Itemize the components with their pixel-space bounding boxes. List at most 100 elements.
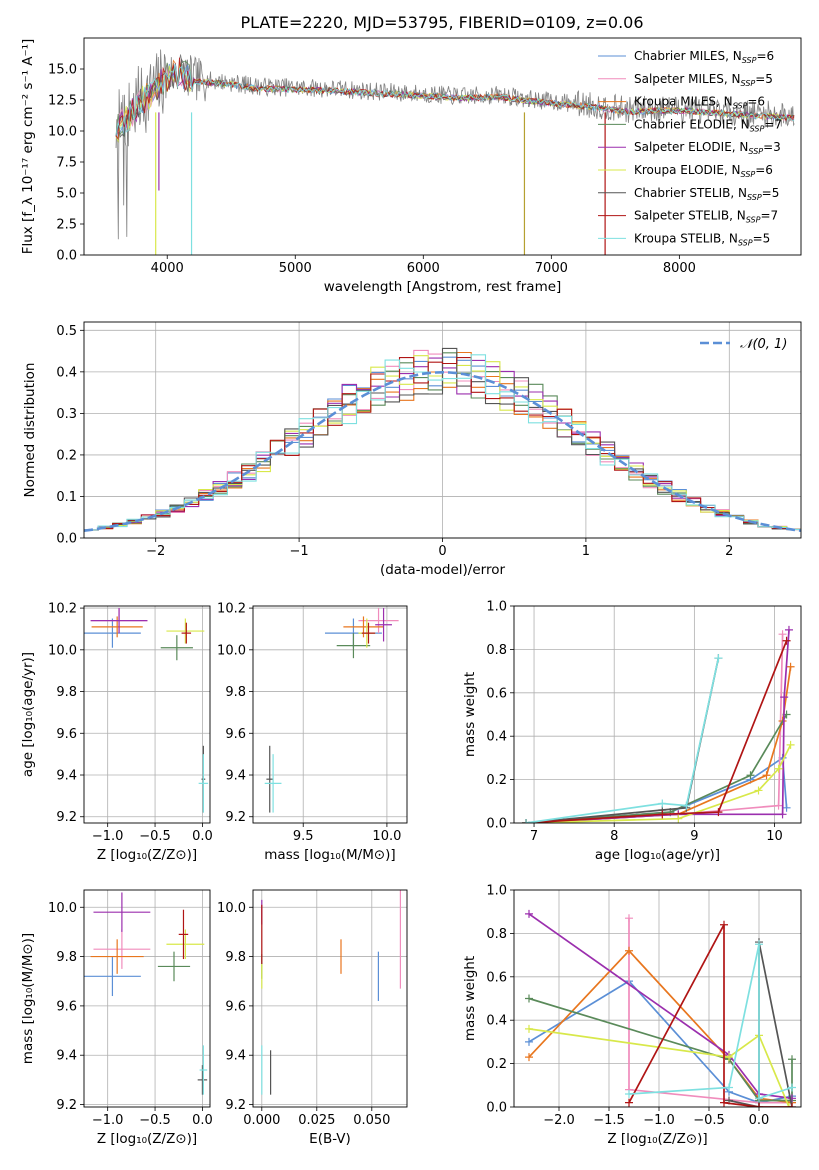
y-tick-label: 9.4 xyxy=(56,1049,77,1064)
chart-0: 4000 5000 6000 7000 8000 0.0 2.5 5.0 7.5 10.0 12.5… xyxy=(20,13,802,295)
series-marker xyxy=(788,1083,796,1092)
legend-label-sub: SSP xyxy=(746,216,761,225)
series-line-6 xyxy=(728,941,793,1107)
x-tick-label: 6000 xyxy=(407,261,440,276)
legend-label-text: Kroupa STELIB, N xyxy=(634,231,738,245)
legend: 𝒩(0, 1) xyxy=(700,337,787,352)
y-tick-label: 12.5 xyxy=(48,94,77,109)
plot-area xyxy=(522,625,795,823)
y-tick-label: 9.8 xyxy=(225,950,246,965)
axes-frame xyxy=(83,321,802,539)
series-line-2 xyxy=(525,666,792,823)
x-tick-label: 9 xyxy=(690,829,698,844)
y-tick-label: 1.0 xyxy=(486,600,507,615)
y-tick-label: 9.2 xyxy=(56,1098,77,1113)
legend: Chabrier MILES, NSSP=6 Salpeter MILES, N S… xyxy=(598,49,782,247)
x-tick-label: 10.0 xyxy=(372,829,401,844)
plot-area xyxy=(261,890,401,1095)
y-tick-label: 10.2 xyxy=(48,602,77,617)
x-tick-label: −0.5 xyxy=(139,829,171,844)
series-marker xyxy=(525,1024,533,1033)
series-line-7 xyxy=(628,924,792,1107)
x-tick-label: 8 xyxy=(610,829,618,844)
y-tick-label: 0.2 xyxy=(56,448,77,463)
y-axis-label: Flux [f_λ 10⁻¹⁷ erg cm⁻² s⁻¹ A⁻¹] xyxy=(20,39,36,255)
plot-area xyxy=(115,49,795,255)
series-marker xyxy=(755,940,763,949)
chart-7: −2.0 −1.5 −1.0 −0.5 0.0 0.0 0.2 0.4 0.6 0.8 1.0 Z [… xyxy=(462,884,802,1147)
grid xyxy=(253,606,407,823)
series-marker xyxy=(774,764,783,773)
legend-label-text: Chabrier STELIB, N xyxy=(634,186,747,200)
y-axis-label: Normed distribution xyxy=(22,363,38,498)
y-tick-label: 0.4 xyxy=(486,730,507,745)
x-tick-label: −1.0 xyxy=(92,829,124,844)
y-tick-label: 0.0 xyxy=(486,817,507,832)
y-tick-label: 10.0 xyxy=(217,901,246,916)
legend-label-text: Salpeter STELIB, N xyxy=(634,209,746,223)
series-marker xyxy=(525,1053,533,1062)
x-tick-label: −0.5 xyxy=(693,1113,725,1128)
series-marker xyxy=(755,1094,763,1103)
chart-3: 9.5 10.0 9.2 9.4 9.6 9.8 10.0 10.2 mass [log₁₀(M… xyxy=(217,602,408,863)
chart-6: 0.000 0.025 0.050 9.2 9.4 9.6 9.8 10.0 E(B-V) xyxy=(217,889,408,1147)
legend-label-text: Kroupa MILES, N xyxy=(634,95,733,109)
x-tick-label: −2.0 xyxy=(543,1113,575,1128)
chart-1: −2 −1 0 1 2 0.0 0.1 0.2 0.3 0.4 0.5 (data-model)/er… xyxy=(22,321,802,578)
y-tick-label: 7.5 xyxy=(56,156,77,171)
chart-4: 7 8 9 10 0.0 0.2 0.4 0.6 0.8 1.0 age [log₁₀(age/yr… xyxy=(462,600,802,863)
series-line-1 xyxy=(628,918,792,1104)
x-axis-label: E(B-V) xyxy=(309,1131,351,1147)
chart-title: PLATE=2220, MJD=53795, FIBERID=0109, z=0… xyxy=(240,13,643,32)
series-marker xyxy=(788,1103,796,1107)
y-tick-label: 0.4 xyxy=(56,365,77,380)
y-tick-label: 9.6 xyxy=(56,999,77,1014)
series-marker xyxy=(785,1103,793,1107)
series-marker xyxy=(788,1055,796,1064)
plot-area xyxy=(84,892,208,1095)
y-tick-label: 9.4 xyxy=(225,769,246,784)
axes-frame xyxy=(513,605,802,824)
x-tick-label: 1 xyxy=(582,544,590,559)
grid xyxy=(253,890,407,1107)
ticks: 9.5 10.0 9.2 9.4 9.6 9.8 10.0 10.2 xyxy=(217,602,401,844)
series-marker xyxy=(786,662,795,671)
y-tick-label: 0.4 xyxy=(486,1014,507,1029)
series-marker xyxy=(778,810,787,819)
axes-frame xyxy=(252,605,408,824)
x-tick-label: 7 xyxy=(530,829,538,844)
y-tick-label: 10.0 xyxy=(48,125,77,140)
x-tick-label: 10 xyxy=(766,829,783,844)
y-tick-label: 9.4 xyxy=(225,1049,246,1064)
legend-label-suffix: =3 xyxy=(763,140,781,154)
ticks: 4000 5000 6000 7000 8000 0.0 2.5 5.0 7.5 10.0 12.5… xyxy=(48,63,696,277)
y-tick-label: 9.6 xyxy=(56,727,77,742)
series-marker xyxy=(658,810,667,819)
legend-label-sub: SSP xyxy=(747,193,762,202)
series-marker xyxy=(778,630,787,639)
legend-label-suffix: =6 xyxy=(756,49,774,63)
series-line-8 xyxy=(525,657,720,823)
y-tick-label: 9.2 xyxy=(225,810,246,825)
series-marker xyxy=(720,1098,728,1107)
y-tick-label: 9.8 xyxy=(56,950,77,965)
series-marker xyxy=(788,1094,796,1103)
legend-label: 𝒩(0, 1) xyxy=(740,337,787,352)
series-marker xyxy=(625,1089,633,1098)
x-axis-label: age [log₁₀(age/yr)] xyxy=(595,847,720,863)
model-spectrum-8 xyxy=(115,64,795,136)
series-marker xyxy=(658,799,667,808)
legend-label-text: Salpeter MILES, N xyxy=(634,72,741,86)
plot-area xyxy=(84,347,801,532)
y-tick-label: 10.0 xyxy=(48,901,77,916)
series-line-3 xyxy=(525,714,788,823)
normal-curve xyxy=(84,370,801,532)
y-tick-label: 10.2 xyxy=(217,602,246,617)
legend-label: Chabrier MILES, NSSP=6 xyxy=(634,49,774,65)
y-tick-label: 0.6 xyxy=(486,970,507,985)
x-tick-label: 4000 xyxy=(151,261,184,276)
x-tick-label: −1.0 xyxy=(643,1113,675,1128)
series-marker xyxy=(782,803,791,812)
series-marker xyxy=(525,994,533,1003)
